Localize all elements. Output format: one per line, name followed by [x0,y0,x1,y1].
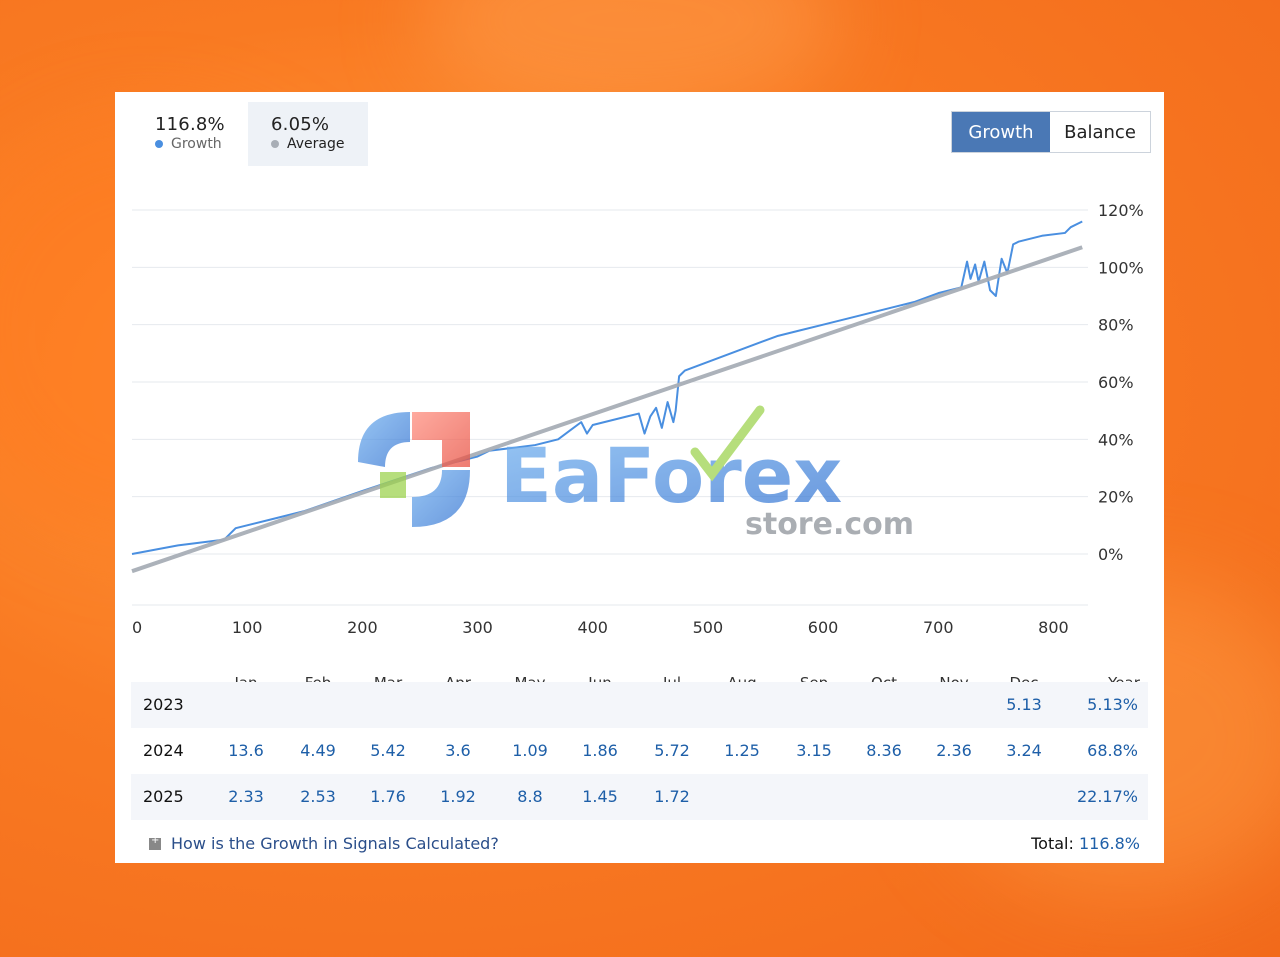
x-tick-label: 800 [1038,618,1069,637]
x-tick-label: 300 [462,618,493,637]
monthly-return-value[interactable]: 1.92 [440,787,476,806]
monthly-return-value[interactable]: 2.53 [300,787,336,806]
y-tick-label: 20% [1098,488,1134,507]
monthly-return-value[interactable]: 8.36 [866,741,902,760]
average-stat-value: 6.05% [271,114,330,135]
total-label: Total: [1031,834,1074,853]
growth-stat-label: Growth [171,136,222,152]
help-link-text: How is the Growth in Signals Calculated? [171,834,499,853]
monthly-return-value[interactable]: 2.36 [936,741,972,760]
table-row: 2023 5.13 5.13% [131,682,1148,728]
monthly-return-value[interactable]: 4.49 [300,741,336,760]
y-tick-label: 80% [1098,316,1134,335]
y-tick-label: 40% [1098,430,1134,449]
monthly-return-value[interactable]: 3.15 [796,741,832,760]
x-tick-label: 200 [347,618,378,637]
monthly-return-value[interactable]: 1.72 [654,787,690,806]
growth-chart-card: 116.8% Growth 6.05% Average Growth Balan… [115,92,1164,863]
yearly-total-value: 5.13% [1087,695,1138,714]
expand-icon [149,835,161,850]
monthly-return-value[interactable]: 8.8 [517,787,543,806]
row-year-label: 2023 [143,695,184,714]
total-value: 116.8% [1078,834,1140,853]
monthly-return-value[interactable]: 2.33 [228,787,264,806]
total-growth: Total: 116.8% [1031,834,1140,853]
y-tick-label: 0% [1098,545,1123,564]
growth-stat-value: 116.8% [155,114,225,135]
x-tick-label: 100 [232,618,263,637]
yearly-total-value: 68.8% [1087,741,1138,760]
growth-series-line [131,220,1083,555]
growth-line-chart: 0% 20% 40% 60% 80% 100% 120% 0 100 200 300 400 500 60… [131,201,1144,637]
monthly-return-value[interactable]: 3.24 [1006,741,1042,760]
y-tick-label: 60% [1098,373,1134,392]
balance-tab-button[interactable]: Balance [1050,112,1150,152]
average-stat[interactable]: 6.05% Average [248,102,368,166]
growth-calc-help-link[interactable]: How is the Growth in Signals Calculated? [149,834,499,853]
monthly-return-value[interactable]: 1.45 [582,787,618,806]
monthly-return-value[interactable]: 5.72 [654,741,690,760]
x-tick-label: 600 [808,618,839,637]
table-row: 2024 13.6 4.49 5.42 3.6 1.09 1.86 5.72 1.25 3.15 8… [131,728,1148,774]
monthly-return-value[interactable]: 1.25 [724,741,760,760]
monthly-return-value[interactable]: 1.76 [370,787,406,806]
yearly-total-value: 22.17% [1076,787,1138,806]
row-year-label: 2024 [143,741,184,760]
average-stat-label: Average [287,136,345,152]
chart-mode-toggle: Growth Balance [951,111,1151,153]
growth-tab-button[interactable]: Growth [952,112,1050,152]
monthly-return-value[interactable]: 5.42 [370,741,406,760]
x-tick-label: 700 [923,618,954,637]
monthly-return-value[interactable]: 3.6 [445,741,471,760]
x-tick-label: 500 [693,618,724,637]
monthly-return-value[interactable]: 1.86 [582,741,618,760]
average-legend-dot [271,140,279,148]
row-year-label: 2025 [143,787,184,806]
y-tick-label: 120% [1098,201,1144,220]
growth-legend-dot [155,140,163,148]
table-row: 2025 2.33 2.53 1.76 1.92 8.8 1.45 1.72 22.17% [131,774,1148,820]
x-tick-label: 400 [577,618,608,637]
monthly-return-value[interactable]: 13.6 [228,741,264,760]
y-tick-label: 100% [1098,258,1144,277]
monthly-return-value[interactable]: 5.13 [1006,695,1042,714]
x-tick-label: 0 [132,618,142,637]
growth-stat: 116.8% Growth [115,102,245,166]
monthly-return-value[interactable]: 1.09 [512,741,548,760]
average-series-line [131,245,1083,574]
